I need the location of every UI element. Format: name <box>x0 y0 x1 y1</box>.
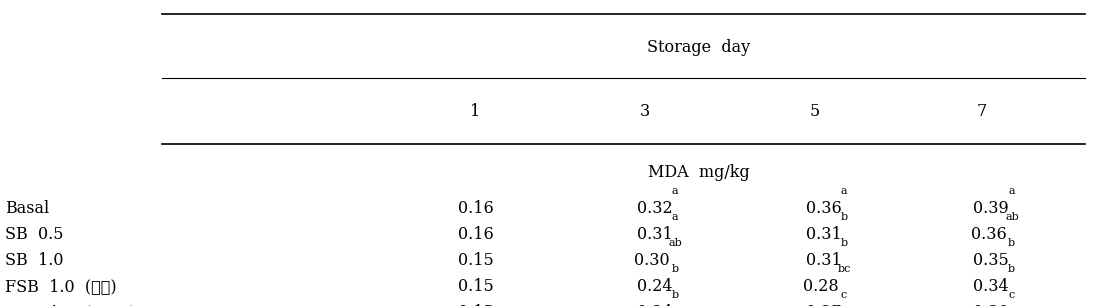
Text: b: b <box>841 212 848 222</box>
Text: b: b <box>671 290 679 300</box>
Text: 0.32: 0.32 <box>637 200 672 217</box>
Text: FSB  1.0  (일반): FSB 1.0 (일반) <box>5 278 117 295</box>
Text: 3: 3 <box>639 103 650 120</box>
Text: c: c <box>841 290 847 300</box>
Text: 0.15: 0.15 <box>458 304 493 306</box>
Text: MDA  mg/kg: MDA mg/kg <box>647 164 750 181</box>
Text: b: b <box>1008 238 1015 248</box>
Text: 0.24: 0.24 <box>637 278 672 295</box>
Text: 0.15: 0.15 <box>458 278 493 295</box>
Text: Basal: Basal <box>5 200 49 217</box>
Text: 0.28: 0.28 <box>803 278 839 295</box>
Text: b: b <box>1008 264 1015 274</box>
Text: 0.16: 0.16 <box>458 226 493 243</box>
Text: FSB  1.0  (오리유래): FSB 1.0 (오리유래) <box>5 304 137 306</box>
Text: 0.31: 0.31 <box>807 252 842 269</box>
Text: a: a <box>671 212 678 222</box>
Text: SB  1.0: SB 1.0 <box>5 252 64 269</box>
Text: a: a <box>1008 186 1014 196</box>
Text: ab: ab <box>1006 212 1019 222</box>
Text: 0.36: 0.36 <box>807 200 842 217</box>
Text: 5: 5 <box>809 103 820 120</box>
Text: 0.35: 0.35 <box>974 252 1009 269</box>
Text: 0.30: 0.30 <box>974 304 1009 306</box>
Text: 1: 1 <box>470 103 481 120</box>
Text: 0.31: 0.31 <box>807 226 842 243</box>
Text: Storage  day: Storage day <box>647 39 750 56</box>
Text: b: b <box>671 264 679 274</box>
Text: 0.30: 0.30 <box>634 252 670 269</box>
Text: a: a <box>671 186 678 196</box>
Text: b: b <box>841 238 848 248</box>
Text: ab: ab <box>669 238 682 248</box>
Text: c: c <box>1008 290 1014 300</box>
Text: 0.36: 0.36 <box>971 226 1007 243</box>
Text: 0.24: 0.24 <box>637 304 672 306</box>
Text: 0.15: 0.15 <box>458 252 493 269</box>
Text: 0.16: 0.16 <box>458 200 493 217</box>
Text: 0.27: 0.27 <box>807 304 842 306</box>
Text: 0.39: 0.39 <box>974 200 1009 217</box>
Text: 0.34: 0.34 <box>974 278 1009 295</box>
Text: a: a <box>841 186 847 196</box>
Text: 0.31: 0.31 <box>637 226 672 243</box>
Text: 7: 7 <box>976 103 987 120</box>
Text: bc: bc <box>838 264 851 274</box>
Text: SB  0.5: SB 0.5 <box>5 226 64 243</box>
